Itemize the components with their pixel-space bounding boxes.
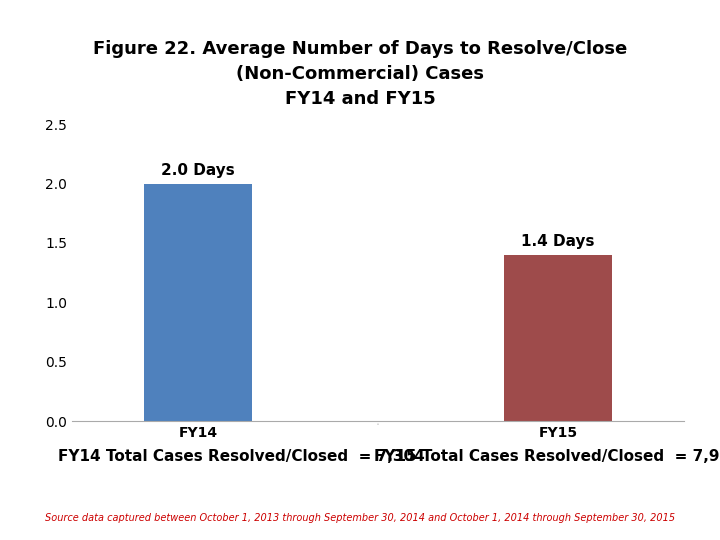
Bar <box>504 255 612 421</box>
Bar <box>144 184 252 421</box>
Text: FY14 Total Cases Resolved/Closed  = 7,304: FY14 Total Cases Resolved/Closed = 7,304 <box>58 449 424 464</box>
Text: FY15 Total Cases Resolved/Closed  = 7,953: FY15 Total Cases Resolved/Closed = 7,953 <box>374 449 720 464</box>
Text: 1.4 Days: 1.4 Days <box>521 234 595 249</box>
Text: Figure 22. Average Number of Days to Resolve/Close
(Non-Commercial) Cases
FY14 a: Figure 22. Average Number of Days to Res… <box>93 40 627 108</box>
Text: 2.0 Days: 2.0 Days <box>161 163 235 178</box>
Text: Source data captured between October 1, 2013 through September 30, 2014 and Octo: Source data captured between October 1, … <box>45 514 675 523</box>
